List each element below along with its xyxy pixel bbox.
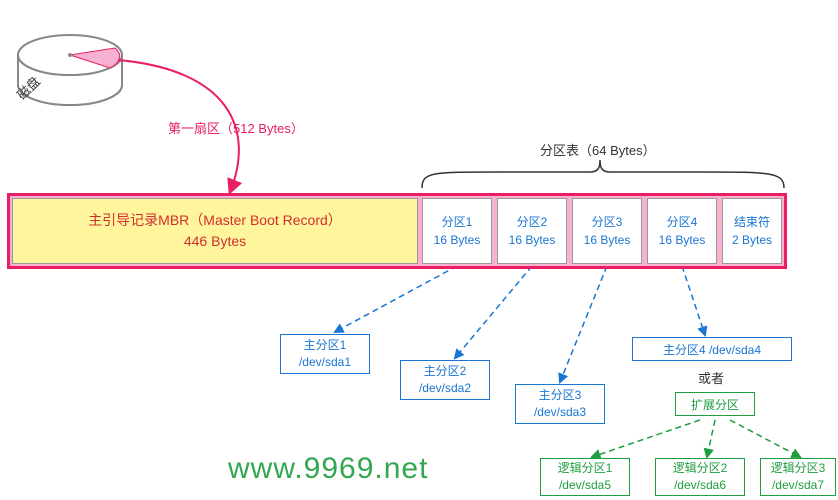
mbr-line2: 446 Bytes xyxy=(184,231,246,252)
mbr-line1: 主引导记录MBR（Master Boot Record） xyxy=(88,210,342,231)
ptable-label: 分区表（64 Bytes） xyxy=(540,140,656,159)
pri1-box: 主分区1/dev/sda1 xyxy=(280,334,370,374)
watermark: www.9969.net xyxy=(228,452,428,486)
end-box: 结束符2 Bytes xyxy=(722,198,782,264)
p3-box: 分区316 Bytes xyxy=(572,198,642,264)
log3-box: 逻辑分区3/dev/sda7 xyxy=(760,458,836,496)
arrow-p1 xyxy=(335,266,457,332)
brace-ptable xyxy=(422,160,784,188)
ext-box: 扩展分区 xyxy=(675,392,755,416)
arrow-p2 xyxy=(455,266,532,358)
arrow-l3 xyxy=(730,420,800,457)
p4-box: 分区416 Bytes xyxy=(647,198,717,264)
log1-box: 逻辑分区1/dev/sda5 xyxy=(540,458,630,496)
or-label: 或者 xyxy=(698,368,724,387)
arrow-p4 xyxy=(682,266,705,335)
arrow-p3 xyxy=(560,266,607,382)
pri2-box: 主分区2/dev/sda2 xyxy=(400,360,490,400)
disk-label: 磁盘 xyxy=(12,72,44,104)
p2-box: 分区216 Bytes xyxy=(497,198,567,264)
pri4-box: 主分区4 /dev/sda4 xyxy=(632,337,792,361)
mbr-box: 主引导记录MBR（Master Boot Record） 446 Bytes xyxy=(12,198,418,264)
sector1-label: 第一扇区（512 Bytes） xyxy=(168,118,304,137)
arrow-l1 xyxy=(592,420,700,457)
pri3-box: 主分区3/dev/sda3 xyxy=(515,384,605,424)
log2-box: 逻辑分区2/dev/sda6 xyxy=(655,458,745,496)
arrow-l2 xyxy=(707,420,715,457)
p1-box: 分区116 Bytes xyxy=(422,198,492,264)
